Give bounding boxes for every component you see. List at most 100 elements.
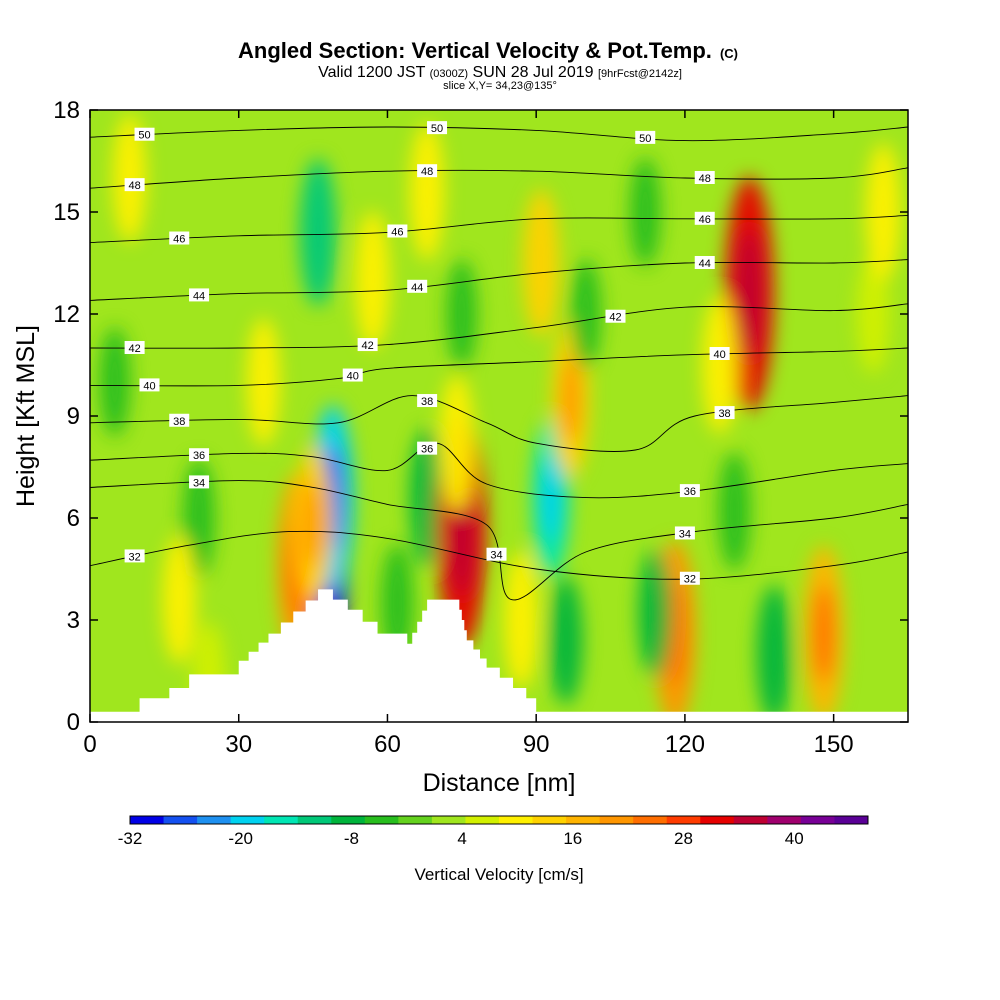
contour-label-36-2: 36 (679, 484, 700, 498)
x-axis-ticks: 0 30 60 90 120 150 (83, 110, 854, 758)
colorbar-cell-0 (130, 816, 165, 824)
contour-label-44-0: 44 (189, 288, 210, 302)
colorbar-cell-11 (499, 816, 534, 824)
colorbar-cell-15 (633, 816, 668, 824)
y-tick-label-15: 15 (53, 199, 80, 226)
colorbar-cell-16 (666, 816, 701, 824)
velocity-cell-9 (522, 189, 560, 337)
svg-text:42: 42 (128, 343, 140, 355)
svg-text:42: 42 (609, 312, 621, 324)
velocity-cell-4 (409, 428, 445, 567)
contour-label-46-1: 46 (387, 224, 408, 238)
y-tick-label-18: 18 (53, 97, 80, 124)
contour-label-44-2: 44 (694, 256, 715, 270)
velocity-cell-25 (570, 259, 602, 369)
colorbar-frame (129, 815, 869, 825)
colorbar-cell-12 (532, 816, 567, 824)
chart-title: Angled Section: Vertical Velocity & Pot.… (238, 38, 738, 63)
svg-text:38: 38 (718, 408, 730, 420)
colorbar-cell-9 (431, 816, 466, 824)
contour-label-40-0: 40 (139, 378, 160, 392)
contour-label-50-1: 50 (427, 121, 448, 135)
svg-text:44: 44 (411, 282, 423, 294)
contour-40 (90, 347, 908, 387)
contour-48 (90, 167, 908, 189)
velocity-cell-31 (246, 317, 281, 447)
contour-label-36-1: 36 (417, 441, 438, 456)
svg-text:40: 40 (143, 380, 155, 392)
contour-label-50-0: 50 (134, 127, 155, 142)
y-tick-label-0: 0 (67, 709, 80, 736)
velocity-core-7 (541, 454, 561, 541)
contour-label-38-1: 38 (417, 394, 438, 408)
chart-title-mark: (C) (720, 46, 738, 61)
svg-text:36: 36 (684, 486, 696, 498)
contour-label-40-2: 40 (709, 347, 730, 361)
colorbar-cell-8 (398, 816, 433, 824)
contour-32 (90, 530, 908, 580)
colorbar (129, 815, 869, 825)
velocity-core-12 (737, 229, 762, 358)
colorbar-cell-6 (331, 816, 366, 824)
svg-text:32: 32 (684, 574, 696, 586)
colorbar-tick--20: -20 (228, 829, 253, 848)
x-tick-label-120: 120 (665, 731, 705, 758)
contour-44 (90, 259, 908, 301)
svg-text:34: 34 (679, 528, 691, 540)
contour-label-34-0: 34 (189, 475, 210, 489)
contour-label-32-0: 32 (124, 549, 145, 563)
colorbar-cell-4 (264, 816, 299, 824)
x-tick-label-90: 90 (523, 731, 550, 758)
contour-34 (90, 480, 908, 601)
colorbar-cell-3 (230, 816, 265, 824)
contour-label-42-2: 42 (605, 309, 626, 324)
x-axis-label: Distance [nm] (423, 769, 576, 797)
velocity-cell-27 (446, 259, 478, 369)
velocity-cell-28 (857, 254, 890, 374)
velocity-cell-11 (503, 551, 539, 689)
contour-label-48-1: 48 (417, 164, 438, 178)
colorbar-cell-5 (297, 816, 332, 824)
velocity-cell-15 (638, 549, 672, 678)
svg-text:50: 50 (639, 133, 651, 145)
svg-text:42: 42 (361, 340, 373, 352)
contour-label-50-2: 50 (635, 130, 656, 145)
x-tick-label-150: 150 (814, 731, 854, 758)
velocity-cell-32 (381, 543, 414, 663)
velocity-core-3 (303, 481, 323, 569)
x-tick-label-30: 30 (225, 731, 252, 758)
colorbar-cell-2 (197, 816, 232, 824)
colorbar-cell-20 (800, 816, 835, 824)
contour-label-46-0: 46 (169, 231, 190, 246)
subtitle-part-3: SUN 28 Jul 2019 (468, 64, 598, 81)
svg-text:32: 32 (128, 551, 140, 563)
contour-label-42-1: 42 (357, 338, 378, 352)
chart-subtitle: Valid 1200 JST (0300Z) SUN 28 Jul 2019 [… (318, 64, 682, 81)
contour-label-34-2: 34 (674, 526, 695, 540)
svg-text:44: 44 (193, 290, 205, 302)
colorbar-tick--32: -32 (118, 829, 143, 848)
svg-text:48: 48 (421, 166, 433, 178)
velocity-cell-26 (629, 157, 661, 267)
contour-labels: 50 50 50 48 48 48 46 46 46 44 44 44 42 42 42 40 40 40 38 38… (124, 121, 735, 586)
svg-text:38: 38 (421, 396, 433, 408)
svg-text:48: 48 (128, 180, 140, 192)
contour-label-34-1: 34 (486, 547, 507, 562)
y-tick-label-9: 9 (67, 403, 80, 430)
contour-label-44-1: 44 (407, 279, 428, 294)
svg-text:36: 36 (193, 450, 205, 462)
subtitle-part-1: Valid 1200 JST (318, 64, 429, 81)
x-tick-label-60: 60 (374, 731, 401, 758)
subtitle-part-2: (0300Z) (430, 68, 469, 80)
colorbar-tick-28: 28 (674, 829, 693, 848)
colorbar-cell-10 (465, 816, 500, 824)
contour-50 (90, 126, 908, 142)
contour-label-46-2: 46 (694, 211, 715, 226)
contour-46 (90, 214, 908, 244)
colorbar-ticks: -32 -20 -8 4 16 28 40 (118, 829, 804, 848)
svg-text:50: 50 (138, 130, 150, 142)
colorbar-label: Vertical Velocity [cm/s] (414, 865, 583, 884)
svg-text:46: 46 (391, 226, 403, 238)
